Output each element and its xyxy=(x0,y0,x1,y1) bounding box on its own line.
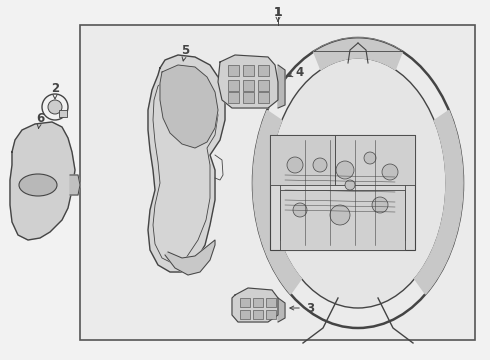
Text: 2: 2 xyxy=(51,81,59,95)
Polygon shape xyxy=(218,55,278,108)
Bar xyxy=(280,190,405,250)
Bar xyxy=(266,298,276,307)
Bar xyxy=(243,80,254,91)
Text: 1: 1 xyxy=(273,5,282,18)
Ellipse shape xyxy=(19,174,57,196)
Polygon shape xyxy=(10,122,75,240)
Polygon shape xyxy=(253,111,301,294)
Bar xyxy=(240,310,250,319)
Bar xyxy=(258,80,269,91)
Circle shape xyxy=(345,180,355,190)
Polygon shape xyxy=(232,288,278,322)
Circle shape xyxy=(287,157,303,173)
Bar xyxy=(270,135,415,250)
Circle shape xyxy=(48,100,62,114)
Bar xyxy=(80,25,475,340)
Polygon shape xyxy=(278,65,285,108)
Bar xyxy=(258,92,269,103)
Text: 6: 6 xyxy=(36,112,44,125)
Text: 4: 4 xyxy=(296,66,304,78)
Bar xyxy=(270,135,335,185)
Bar xyxy=(253,298,263,307)
Circle shape xyxy=(372,197,388,213)
Bar xyxy=(228,80,239,91)
Bar xyxy=(59,110,67,117)
Bar xyxy=(243,92,254,103)
Bar xyxy=(228,92,239,103)
Polygon shape xyxy=(70,175,80,195)
Polygon shape xyxy=(278,298,285,322)
Ellipse shape xyxy=(270,58,446,308)
Polygon shape xyxy=(314,38,402,70)
Text: 5: 5 xyxy=(181,44,189,57)
Bar xyxy=(253,310,263,319)
Bar xyxy=(240,298,250,307)
Circle shape xyxy=(382,164,398,180)
Bar xyxy=(228,65,239,76)
Circle shape xyxy=(293,203,307,217)
Circle shape xyxy=(330,205,350,225)
Bar xyxy=(243,65,254,76)
Polygon shape xyxy=(415,111,463,294)
Circle shape xyxy=(364,152,376,164)
Bar xyxy=(266,310,276,319)
Circle shape xyxy=(336,161,354,179)
Text: 3: 3 xyxy=(306,302,314,315)
Bar xyxy=(258,65,269,76)
Bar xyxy=(280,145,405,240)
Text: 1: 1 xyxy=(274,5,282,18)
Bar xyxy=(335,135,415,185)
Polygon shape xyxy=(160,65,218,148)
Polygon shape xyxy=(148,55,225,272)
Polygon shape xyxy=(165,240,215,275)
Circle shape xyxy=(313,158,327,172)
